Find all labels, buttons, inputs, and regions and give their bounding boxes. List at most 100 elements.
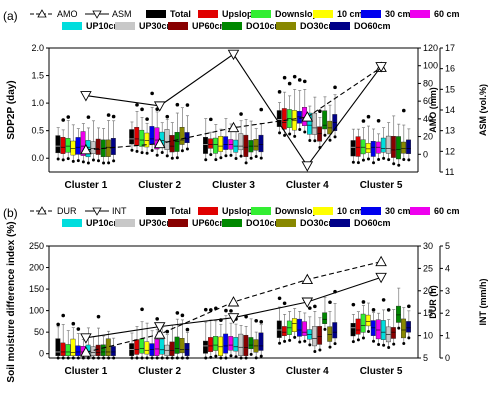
legend-label-dur: DUR bbox=[57, 206, 77, 216]
x-tick-label: Cluster 2 bbox=[138, 366, 181, 377]
outlier-point bbox=[135, 103, 139, 107]
outlier-point bbox=[61, 313, 66, 318]
outlier-point bbox=[175, 311, 180, 315]
outlier-point bbox=[106, 113, 111, 117]
outlier-point bbox=[71, 159, 75, 163]
outlier-point bbox=[175, 356, 179, 360]
box-up30cm bbox=[238, 333, 244, 356]
outlier-point bbox=[239, 154, 243, 158]
outlier-point bbox=[229, 153, 233, 157]
box-downslope bbox=[360, 139, 366, 155]
box-upslope bbox=[281, 326, 287, 337]
outlier-point bbox=[214, 158, 218, 162]
outlier-point bbox=[402, 158, 406, 162]
point-dur bbox=[80, 346, 92, 357]
box-do30cm bbox=[327, 120, 333, 135]
box-60cm bbox=[375, 141, 381, 154]
y-axis-title-right-1: AMO (mm) bbox=[428, 87, 438, 133]
legend-swatch bbox=[313, 207, 333, 215]
outlier-point bbox=[333, 342, 337, 346]
outlier-point bbox=[283, 133, 287, 137]
point-int bbox=[301, 297, 314, 308]
outlier-point bbox=[160, 151, 164, 155]
point-int bbox=[153, 322, 166, 333]
outlier-point bbox=[361, 119, 366, 123]
x-tick-label: Cluster 4 bbox=[286, 366, 329, 377]
box-do60cm bbox=[258, 134, 264, 153]
outlier-point bbox=[277, 296, 282, 301]
box-10cm bbox=[291, 110, 297, 131]
outlier-point bbox=[145, 356, 149, 360]
legend-label: 10 cm bbox=[337, 9, 363, 19]
box-do60cm bbox=[110, 346, 116, 356]
legend-label: UP60cm bbox=[192, 21, 228, 31]
outlier-point bbox=[366, 114, 371, 119]
outlier-point bbox=[175, 156, 179, 160]
outlier-point bbox=[86, 161, 90, 165]
box-do60cm bbox=[110, 138, 116, 155]
box-30cm bbox=[297, 110, 302, 124]
box-total bbox=[55, 135, 61, 154]
box-do30cm bbox=[179, 127, 185, 145]
legend-label: Upslope bbox=[222, 206, 258, 216]
chart-panel-2: (b) DUR INT Total Upslope Downslope 10 cm 30 cm… bbox=[3, 206, 488, 383]
legend-swatch bbox=[361, 207, 381, 215]
box-upslope bbox=[355, 136, 361, 157]
point-amo bbox=[227, 121, 240, 133]
box-up60cm bbox=[317, 326, 323, 345]
outlier-point bbox=[224, 308, 228, 313]
y-axis-title-left: Soil moisture difference index (%) bbox=[6, 221, 17, 382]
legend-swatch bbox=[115, 22, 135, 30]
outlier-point bbox=[308, 306, 312, 310]
box-do30cm bbox=[401, 141, 406, 154]
box-total bbox=[350, 140, 356, 157]
box-up30cm bbox=[312, 326, 317, 347]
legend-label: 30 cm bbox=[385, 9, 411, 19]
point-dur bbox=[375, 255, 387, 267]
outlier-point bbox=[56, 157, 60, 161]
outlier-point bbox=[287, 81, 292, 86]
legend-label: 10 cm bbox=[337, 206, 363, 216]
outlier-point bbox=[318, 348, 322, 352]
outlier-point bbox=[234, 355, 238, 359]
outlier-point bbox=[392, 162, 396, 166]
outlier-point bbox=[229, 354, 233, 358]
y-tick-label-left: 50 bbox=[34, 327, 44, 337]
outlier-point bbox=[61, 356, 65, 360]
box-do30cm bbox=[401, 318, 406, 339]
outlier-point bbox=[229, 309, 233, 313]
outlier-point bbox=[165, 329, 170, 334]
outlier-point bbox=[170, 356, 174, 360]
outlier-point bbox=[239, 356, 243, 360]
box-up60cm bbox=[390, 327, 396, 339]
box-up30cm bbox=[312, 112, 317, 135]
outlier-point bbox=[278, 131, 282, 135]
point-amo bbox=[80, 143, 92, 155]
box-up60cm bbox=[169, 135, 175, 153]
box-10cm bbox=[218, 136, 224, 152]
outlier-point bbox=[185, 147, 189, 151]
outlier-point bbox=[298, 128, 302, 132]
outlier-point bbox=[371, 308, 376, 312]
box-downslope bbox=[213, 336, 218, 351]
legend-label: DO10cm bbox=[246, 21, 283, 31]
outlier-point bbox=[293, 134, 297, 138]
x-tick-label: Cluster 2 bbox=[138, 180, 181, 191]
outlier-point bbox=[381, 298, 386, 302]
y-tick-label-right-1: 0 bbox=[423, 149, 428, 159]
outlier-point bbox=[145, 151, 149, 155]
box-total bbox=[276, 110, 282, 127]
box-downslope bbox=[65, 344, 71, 356]
box-up10cm bbox=[233, 337, 239, 352]
outlier-point bbox=[180, 149, 184, 153]
outlier-point bbox=[288, 132, 292, 136]
y-tick-label-right-1: 10 bbox=[423, 331, 433, 341]
box-do60cm bbox=[406, 321, 411, 333]
box-30cm bbox=[297, 318, 302, 337]
outlier-point bbox=[97, 159, 101, 163]
y-tick-label-right-1: 60 bbox=[423, 96, 433, 106]
outlier-point bbox=[292, 74, 297, 79]
box-total bbox=[203, 340, 208, 354]
legend-swatch bbox=[251, 207, 271, 215]
box-do10cm bbox=[100, 344, 106, 356]
